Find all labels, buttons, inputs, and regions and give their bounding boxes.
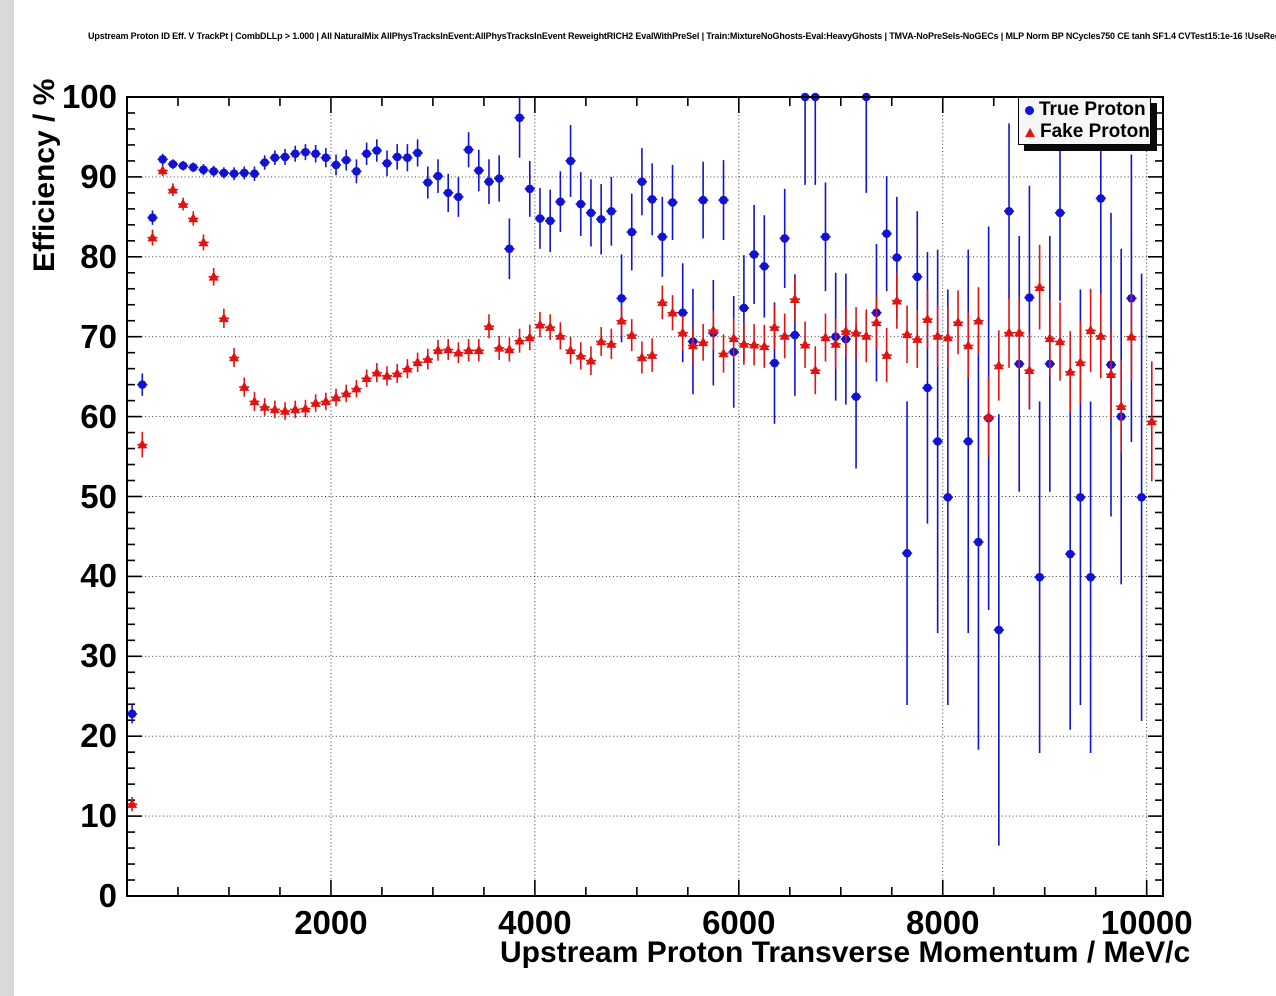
y-tick-label: 90 [80, 157, 117, 195]
legend-label-true-proton: True Proton [1039, 99, 1146, 120]
x-tick-label: 2000 [294, 904, 368, 941]
x-tick-label: 4000 [498, 904, 572, 941]
y-tick-label: 80 [80, 237, 117, 275]
y-tick-label: 60 [80, 397, 117, 435]
x-axis-title: Upstream Proton Transverse Momentum / Me… [500, 936, 1191, 969]
x-tick-label: 8000 [906, 904, 980, 941]
y-tick-label: 0 [98, 877, 117, 914]
plot-title: Upstream Proton ID Eff. V TrackPt | Comb… [88, 31, 1276, 41]
legend-label-fake-proton: Fake Proton [1040, 121, 1150, 142]
y-tick-label: 40 [80, 557, 117, 595]
y-tick-label: 30 [80, 637, 117, 675]
y-tick-label: 70 [80, 317, 117, 355]
fake-proton-triangle-icon [1025, 127, 1035, 137]
x-tick-label: 10000 [1100, 904, 1193, 941]
true-proton-circle-icon [1025, 105, 1034, 115]
y-tick-label: 10 [80, 797, 117, 835]
y-tick-label: 100 [61, 78, 117, 115]
legend-item-true-proton: True Proton [1025, 99, 1150, 121]
canvas-left-margin [0, 0, 14, 996]
legend: True Proton Fake Proton [1018, 97, 1151, 145]
y-tick-label: 20 [80, 717, 117, 755]
x-tick-label: 6000 [702, 904, 776, 941]
legend-item-fake-proton: Fake Proton [1025, 121, 1150, 143]
y-tick-label: 50 [80, 477, 117, 515]
